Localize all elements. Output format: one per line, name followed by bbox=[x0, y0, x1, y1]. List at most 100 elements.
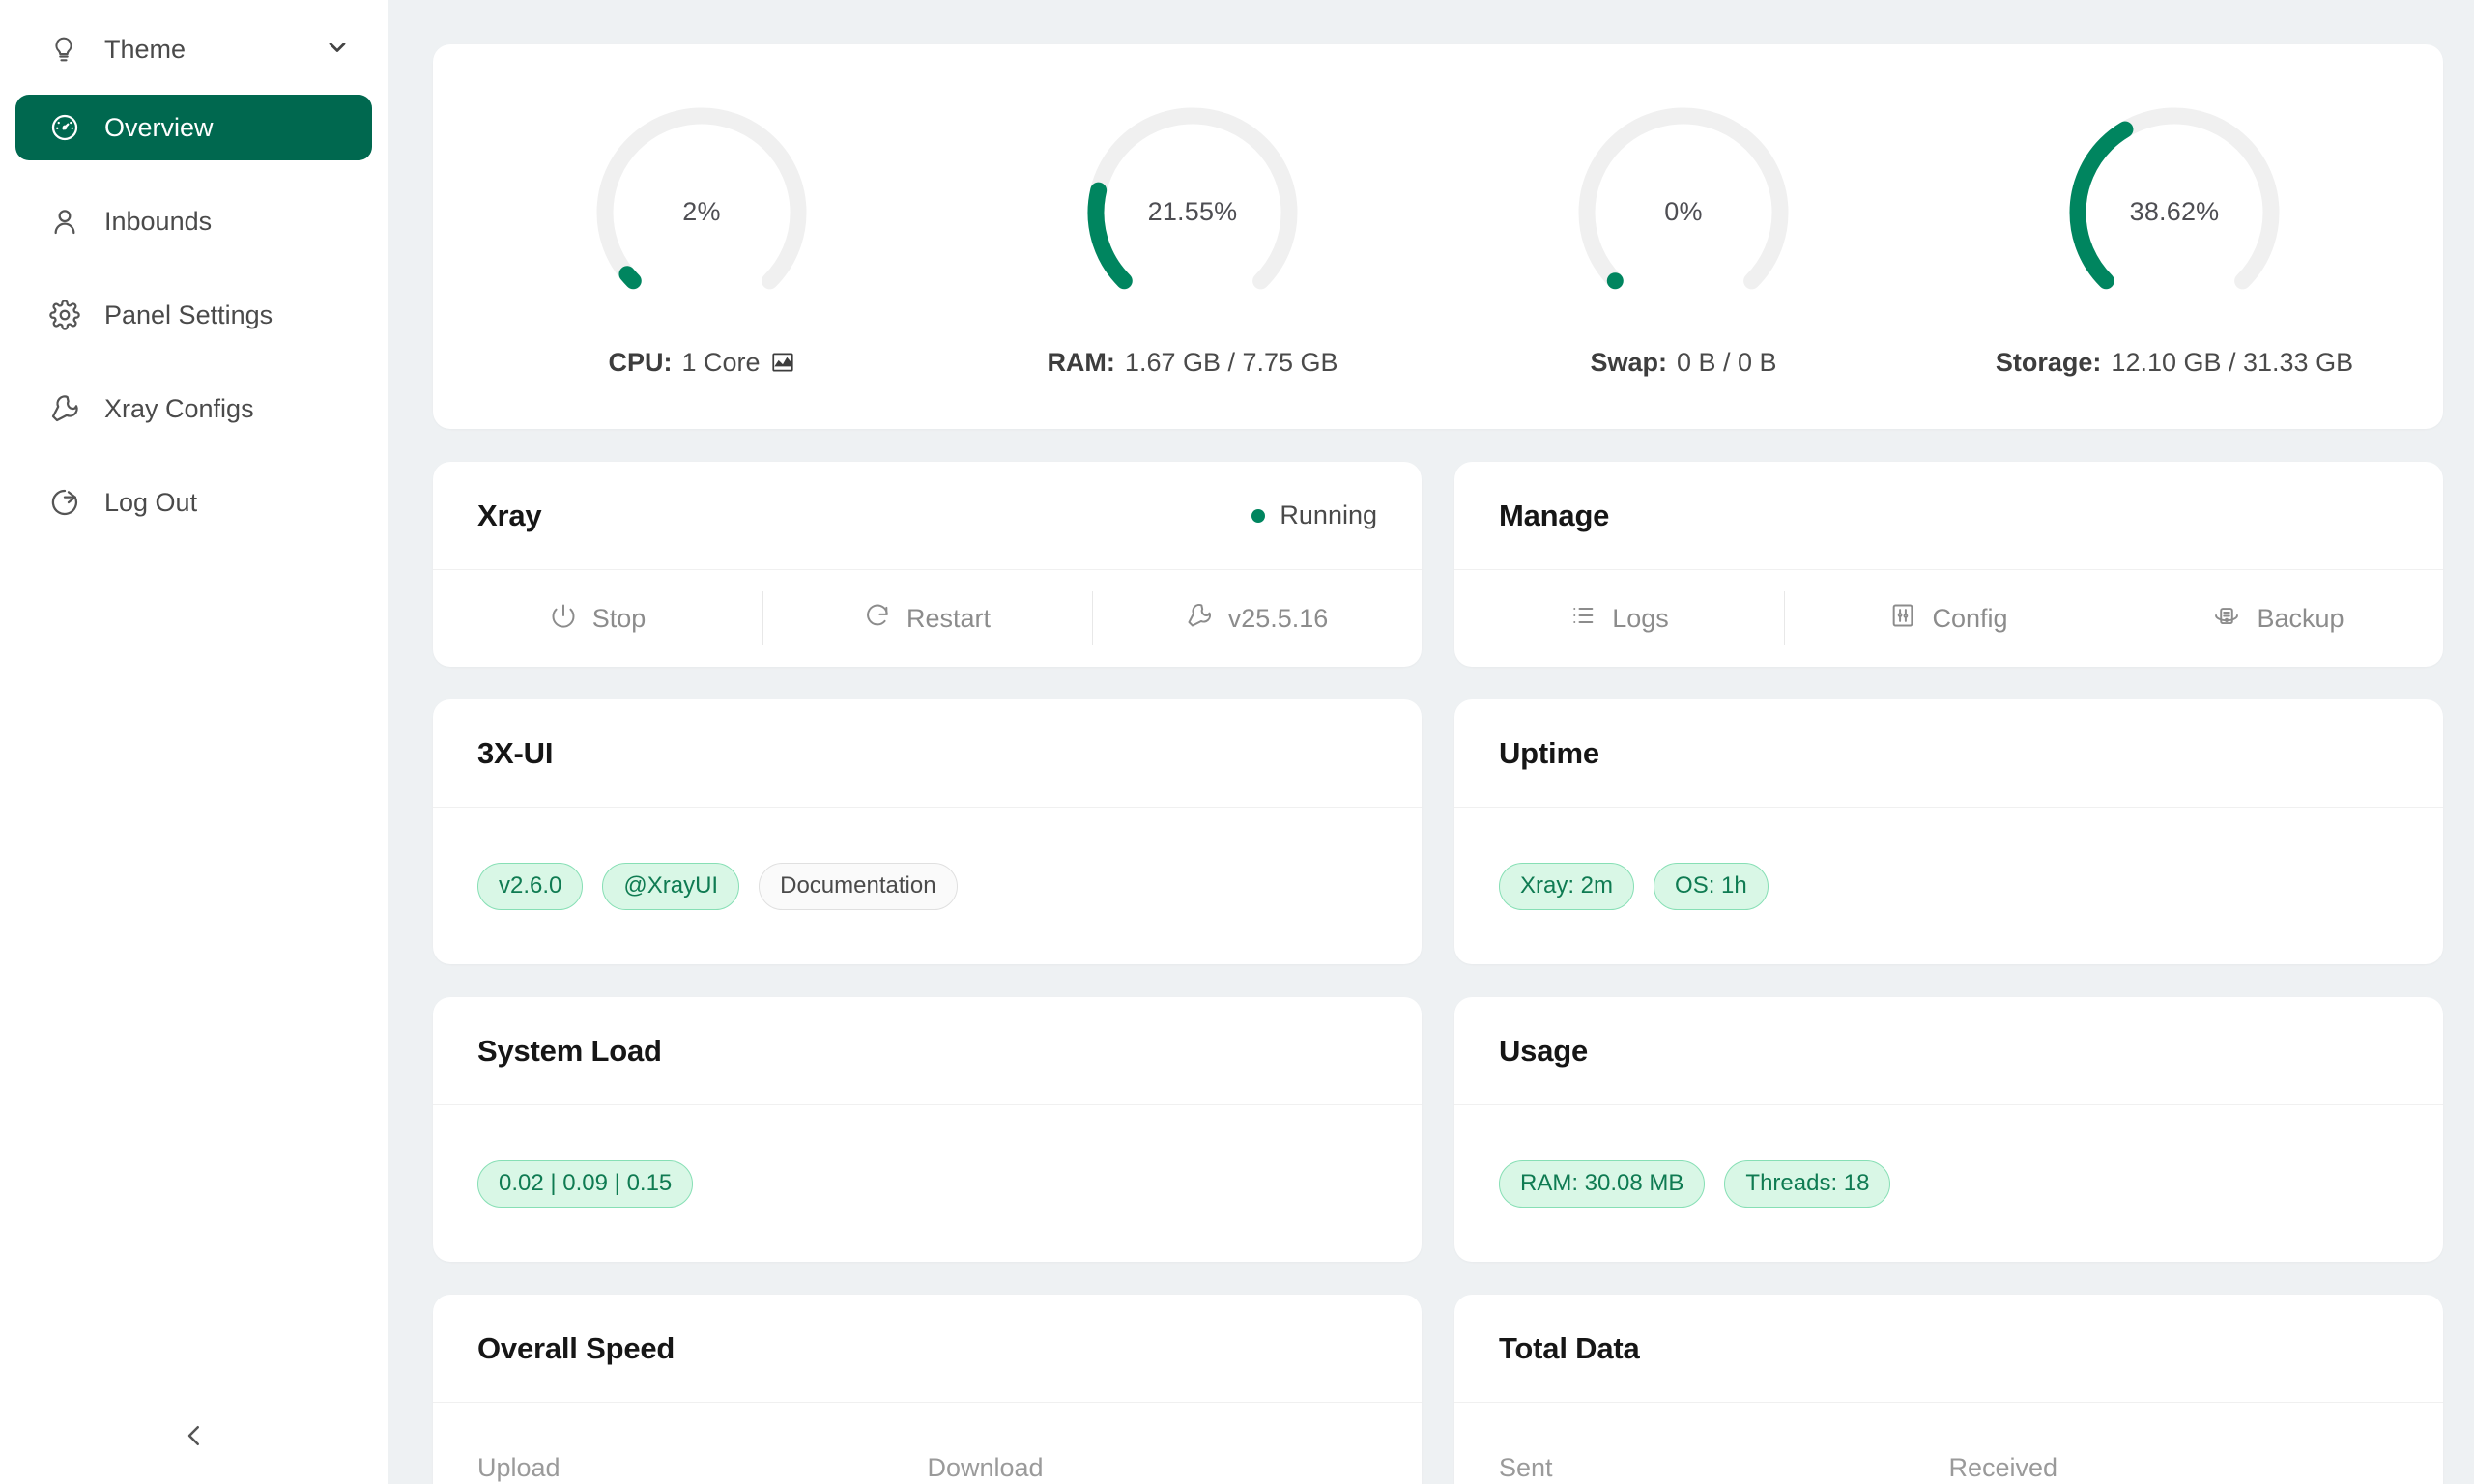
gauge-progress-arc bbox=[596, 106, 807, 317]
overall-speed-stats: Upload 11.64 KB /s Download bbox=[433, 1403, 1422, 1484]
system-load-tags: 0.02 | 0.09 | 0.15 bbox=[433, 1105, 1422, 1262]
main-content: 2% CPU: 1 Core bbox=[388, 0, 2474, 1484]
gauge-progress-arc bbox=[1087, 106, 1298, 317]
panel-title: Total Data bbox=[1499, 1330, 1640, 1365]
panel-title: Xray bbox=[477, 498, 542, 532]
gauge-ring: 21.55% bbox=[1077, 97, 1309, 328]
usage-threads-tag: Threads: 18 bbox=[1724, 1159, 1891, 1208]
gauge-cpu: 2% CPU: 1 Core bbox=[456, 97, 947, 378]
manage-config-button[interactable]: Config bbox=[1784, 570, 2114, 667]
version-tag[interactable]: v2.6.0 bbox=[477, 862, 584, 910]
sidebar-item-panel-settings[interactable]: Panel Settings bbox=[15, 282, 372, 348]
sidebar-nav: Overview Inbounds Pane bbox=[0, 95, 388, 535]
sliders-icon bbox=[1889, 602, 1916, 636]
manage-panel-header: Manage bbox=[1454, 462, 2443, 570]
panel-title: 3X-UI bbox=[477, 735, 554, 770]
gauge-value: 2% bbox=[682, 197, 721, 226]
gauge-ram: 21.55% RAM: 1.67 GB / 7.75 GB bbox=[947, 97, 1438, 378]
received-stat: Received 22.26 GB bbox=[1949, 1453, 2400, 1484]
power-icon bbox=[550, 602, 577, 636]
sidebar-item-label: Inbounds bbox=[104, 206, 213, 236]
status-dot-icon bbox=[1251, 508, 1266, 523]
gauge-ring: 2% bbox=[586, 97, 818, 328]
usage-tags: RAM: 30.08 MB Threads: 18 bbox=[1454, 1105, 2443, 1262]
os-uptime-tag: OS: 1h bbox=[1654, 862, 1769, 910]
gauge-storage: 38.62% Storage: 12.10 GB / 31.33 GB bbox=[1929, 97, 2420, 378]
gauge-progress-arc bbox=[1578, 106, 1789, 317]
xray-restart-button[interactable]: Restart bbox=[762, 570, 1092, 667]
telegram-tag[interactable]: @XrayUI bbox=[602, 862, 740, 910]
uptime-panel-header: Uptime bbox=[1454, 699, 2443, 808]
sidebar-item-xray-configs[interactable]: Xray Configs bbox=[15, 376, 372, 442]
chevron-down-icon[interactable] bbox=[324, 34, 351, 66]
threexui-panel: 3X-UI v2.6.0 @XrayUI Documentation bbox=[433, 699, 1422, 964]
sidebar-item-log-out[interactable]: Log Out bbox=[15, 470, 372, 535]
sidebar-item-label: Xray Configs bbox=[104, 393, 254, 423]
logout-icon bbox=[49, 487, 88, 518]
usage-ram-tag: RAM: 30.08 MB bbox=[1499, 1159, 1706, 1208]
gauge-caption: Swap: 0 B / 0 B bbox=[1590, 348, 1776, 378]
action-label: Restart bbox=[906, 603, 992, 633]
action-label: v25.5.16 bbox=[1227, 603, 1329, 633]
gauge-caption-value: 12.10 GB / 31.33 GB bbox=[2111, 347, 2354, 377]
uptime-panel: Uptime Xray: 2m OS: 1h bbox=[1454, 699, 2443, 964]
stat-label: Upload bbox=[477, 1453, 561, 1482]
sent-stat: Sent 112.68 MB bbox=[1499, 1453, 1949, 1484]
xray-panel: Xray Running Stop bbox=[433, 462, 1422, 667]
sidebar: Theme Overview bbox=[0, 0, 388, 1484]
sidebar-collapse-button[interactable] bbox=[0, 1421, 388, 1455]
uptime-tags: Xray: 2m OS: 1h bbox=[1454, 808, 2443, 964]
gauge-value: 38.62% bbox=[2129, 197, 2220, 226]
gauge-caption-label: CPU: bbox=[608, 347, 673, 377]
wrench-icon bbox=[1186, 602, 1213, 636]
gauge-caption-label: RAM: bbox=[1047, 347, 1115, 377]
gauge-caption-label: Swap: bbox=[1590, 347, 1667, 377]
system-load-panel: System Load 0.02 | 0.09 | 0.15 bbox=[433, 997, 1422, 1262]
area-chart-icon[interactable] bbox=[770, 350, 795, 375]
gauge-ring: 0% bbox=[1568, 97, 1799, 328]
gauge-value: 0% bbox=[1664, 197, 1703, 226]
xray-uptime-tag: Xray: 2m bbox=[1499, 862, 1635, 910]
system-gauges-card: 2% CPU: 1 Core bbox=[433, 44, 2443, 429]
documentation-tag[interactable]: Documentation bbox=[759, 862, 958, 910]
manage-actions: Logs Config bbox=[1454, 570, 2443, 667]
total-data-stats: Sent 112.68 MB Received bbox=[1454, 1403, 2443, 1484]
stat-label: Received bbox=[1948, 1453, 2058, 1482]
panel-title: Uptime bbox=[1499, 735, 1599, 770]
panel-title: System Load bbox=[477, 1033, 662, 1068]
status-badge: Running bbox=[1251, 500, 1377, 530]
gauge-caption: CPU: 1 Core bbox=[608, 348, 794, 378]
panel-title: Manage bbox=[1499, 498, 1610, 532]
load-average-tag: 0.02 | 0.09 | 0.15 bbox=[477, 1159, 694, 1208]
sidebar-item-label: Log Out bbox=[104, 487, 198, 517]
bulb-icon bbox=[49, 35, 88, 64]
status-text: Running bbox=[1280, 500, 1377, 529]
xray-panel-header: Xray Running bbox=[433, 462, 1422, 570]
sidebar-item-overview[interactable]: Overview bbox=[15, 95, 372, 160]
theme-switcher[interactable]: Theme bbox=[15, 17, 372, 81]
chevron-left-icon bbox=[180, 1421, 209, 1455]
action-label: Backup bbox=[2257, 603, 2345, 633]
xray-actions: Stop Restart bbox=[433, 570, 1422, 667]
wrench-icon bbox=[49, 393, 88, 424]
total-data-panel-header: Total Data bbox=[1454, 1295, 2443, 1403]
action-label: Config bbox=[1932, 603, 2008, 633]
upload-stat: Upload 11.64 KB /s bbox=[477, 1453, 928, 1484]
stat-label: Sent bbox=[1499, 1453, 1553, 1482]
panels-grid: Xray Running Stop bbox=[433, 462, 2443, 1484]
gauge-swap: 0% Swap: 0 B / 0 B bbox=[1438, 97, 1929, 378]
action-label: Stop bbox=[591, 603, 647, 633]
manage-backup-button[interactable]: Backup bbox=[2114, 570, 2443, 667]
sidebar-item-inbounds[interactable]: Inbounds bbox=[15, 188, 372, 254]
xray-version-button[interactable]: v25.5.16 bbox=[1092, 570, 1422, 667]
gauge-caption-value: 1 Core bbox=[681, 347, 761, 377]
user-icon bbox=[49, 206, 88, 237]
gauge-caption: RAM: 1.67 GB / 7.75 GB bbox=[1047, 348, 1338, 378]
panel-title: Usage bbox=[1499, 1033, 1589, 1068]
xray-stop-button[interactable]: Stop bbox=[433, 570, 762, 667]
manage-panel: Manage Logs bbox=[1454, 462, 2443, 667]
manage-logs-button[interactable]: Logs bbox=[1454, 570, 1784, 667]
gauge-caption-value: 0 B / 0 B bbox=[1676, 347, 1777, 377]
threexui-tags: v2.6.0 @XrayUI Documentation bbox=[433, 808, 1422, 964]
